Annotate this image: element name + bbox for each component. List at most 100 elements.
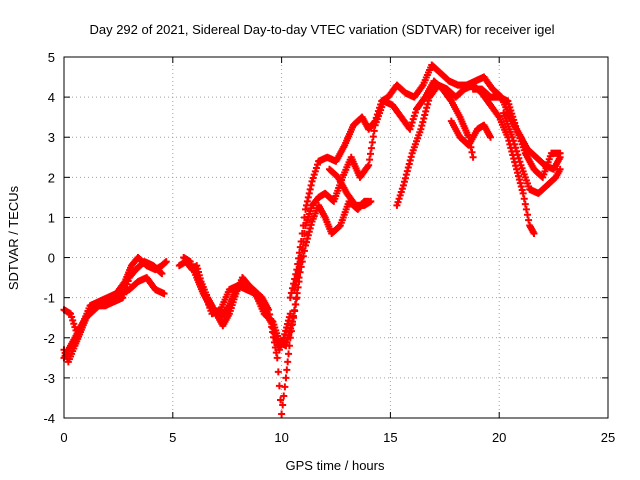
y-tick-label: -4 bbox=[43, 411, 55, 426]
series-track-l bbox=[469, 85, 564, 181]
data-point bbox=[123, 280, 131, 288]
data-point bbox=[512, 144, 520, 152]
data-point bbox=[308, 177, 316, 185]
data-point bbox=[297, 263, 305, 271]
data-point bbox=[521, 200, 529, 208]
x-axis-label: GPS time / hours bbox=[286, 458, 385, 473]
data-point bbox=[69, 316, 77, 324]
series-track-f bbox=[191, 266, 303, 350]
data-series bbox=[60, 61, 564, 418]
series-track-j bbox=[325, 165, 375, 209]
data-point bbox=[395, 195, 403, 203]
data-point bbox=[335, 222, 343, 230]
tick-labels: 0 5 10 15 20 25 -4 -3 -2 -1 0 1 2 3 4 5 bbox=[43, 50, 615, 445]
y-tick-label: -1 bbox=[43, 291, 55, 306]
data-point bbox=[311, 167, 319, 175]
x-tick-label: 15 bbox=[383, 430, 397, 445]
data-point bbox=[273, 354, 281, 362]
data-point bbox=[468, 148, 476, 156]
data-point bbox=[298, 258, 306, 266]
data-point bbox=[523, 211, 531, 219]
series-track-m bbox=[500, 109, 564, 197]
series-track-k bbox=[393, 81, 538, 237]
data-point bbox=[393, 201, 401, 209]
data-point bbox=[394, 198, 402, 206]
data-point bbox=[310, 171, 318, 179]
data-point bbox=[309, 174, 317, 182]
data-point bbox=[513, 147, 521, 155]
data-point bbox=[522, 205, 530, 213]
x-tick-label: 20 bbox=[492, 430, 506, 445]
data-point bbox=[299, 252, 307, 260]
data-point bbox=[514, 151, 522, 159]
data-point bbox=[285, 350, 293, 358]
data-point bbox=[556, 165, 564, 173]
data-point bbox=[68, 313, 76, 321]
data-point bbox=[406, 125, 414, 133]
data-point bbox=[520, 195, 528, 203]
y-tick-label: 4 bbox=[48, 90, 55, 105]
series-track-n bbox=[447, 117, 494, 149]
data-point bbox=[275, 382, 283, 390]
data-point bbox=[160, 290, 168, 298]
data-point bbox=[282, 374, 290, 382]
x-tick-label: 5 bbox=[169, 430, 176, 445]
data-point bbox=[516, 158, 524, 166]
data-point bbox=[510, 140, 518, 148]
chart-title: Day 292 of 2021, Sidereal Day-to-day VTE… bbox=[89, 22, 554, 37]
data-point bbox=[398, 185, 406, 193]
data-point bbox=[486, 133, 494, 141]
data-point bbox=[279, 401, 287, 409]
data-point bbox=[410, 112, 418, 120]
data-point bbox=[409, 115, 417, 123]
data-point bbox=[515, 154, 523, 162]
y-tick-label: 0 bbox=[48, 251, 55, 266]
data-point bbox=[277, 396, 285, 404]
y-tick-label: -3 bbox=[43, 371, 55, 386]
data-point bbox=[70, 320, 78, 328]
data-point bbox=[509, 137, 517, 145]
data-point bbox=[121, 287, 129, 295]
data-point bbox=[556, 149, 564, 157]
data-point bbox=[278, 410, 286, 418]
x-tick-label: 10 bbox=[274, 430, 288, 445]
series-track-h bbox=[291, 77, 477, 294]
data-point bbox=[280, 392, 288, 400]
data-point bbox=[525, 216, 533, 224]
data-point bbox=[281, 383, 289, 391]
y-tick-label: -2 bbox=[43, 331, 55, 346]
y-tick-label: 3 bbox=[48, 130, 55, 145]
grid bbox=[64, 57, 608, 418]
data-point bbox=[300, 247, 308, 255]
data-point bbox=[158, 270, 166, 278]
x-tick-label: 25 bbox=[601, 430, 615, 445]
data-point bbox=[508, 133, 516, 141]
data-point bbox=[407, 122, 415, 130]
y-tick-label: 5 bbox=[48, 50, 55, 65]
data-point bbox=[120, 290, 128, 298]
plot-frame bbox=[63, 56, 609, 419]
data-point bbox=[411, 108, 419, 116]
data-point bbox=[530, 229, 538, 237]
data-point bbox=[469, 153, 477, 161]
axis-ticks bbox=[63, 56, 609, 419]
data-point bbox=[124, 277, 132, 285]
data-point bbox=[296, 268, 304, 276]
y-axis-label: SDTVAR / TECUs bbox=[6, 185, 21, 290]
y-tick-label: 1 bbox=[48, 210, 55, 225]
series-track-c bbox=[60, 258, 166, 366]
data-point bbox=[300, 229, 308, 237]
data-point bbox=[274, 368, 282, 376]
data-point bbox=[162, 258, 170, 266]
data-point bbox=[396, 191, 404, 199]
data-point bbox=[367, 197, 375, 205]
data-point bbox=[67, 310, 75, 318]
data-point bbox=[295, 274, 303, 282]
data-point bbox=[314, 161, 322, 169]
y-tick-label: 2 bbox=[48, 170, 55, 185]
data-point bbox=[312, 164, 320, 172]
data-point bbox=[519, 189, 527, 197]
data-point bbox=[284, 358, 292, 366]
data-point bbox=[122, 284, 130, 292]
